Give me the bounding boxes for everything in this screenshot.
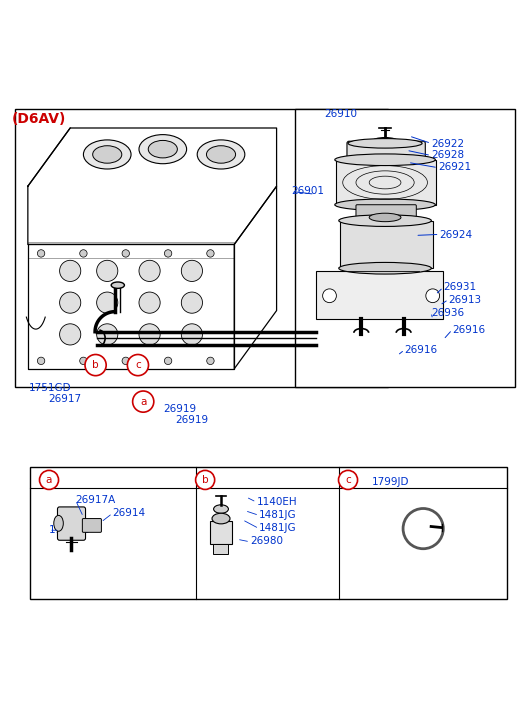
Circle shape bbox=[322, 289, 336, 302]
Ellipse shape bbox=[84, 140, 131, 169]
Text: 26910: 26910 bbox=[324, 109, 357, 119]
Ellipse shape bbox=[93, 145, 122, 163]
FancyBboxPatch shape bbox=[347, 141, 425, 161]
Text: 26922: 26922 bbox=[431, 139, 464, 148]
Ellipse shape bbox=[348, 139, 422, 148]
Text: a: a bbox=[140, 397, 146, 406]
Text: 1799JD: 1799JD bbox=[372, 477, 409, 487]
Ellipse shape bbox=[54, 515, 63, 531]
Text: b: b bbox=[92, 360, 99, 370]
FancyBboxPatch shape bbox=[317, 271, 443, 318]
Circle shape bbox=[181, 292, 203, 313]
Circle shape bbox=[181, 260, 203, 281]
Circle shape bbox=[338, 470, 358, 489]
Circle shape bbox=[39, 470, 59, 489]
FancyBboxPatch shape bbox=[213, 545, 228, 554]
Text: 1481JG: 1481JG bbox=[259, 523, 297, 534]
Circle shape bbox=[164, 249, 172, 257]
Circle shape bbox=[207, 357, 214, 364]
Circle shape bbox=[196, 470, 215, 489]
Circle shape bbox=[181, 324, 203, 345]
Ellipse shape bbox=[335, 199, 435, 211]
Circle shape bbox=[122, 357, 129, 364]
Circle shape bbox=[132, 391, 154, 412]
Ellipse shape bbox=[369, 213, 401, 222]
Ellipse shape bbox=[372, 137, 398, 145]
FancyBboxPatch shape bbox=[30, 467, 507, 599]
Text: 1751GD: 1751GD bbox=[49, 525, 92, 535]
Circle shape bbox=[139, 260, 160, 281]
Ellipse shape bbox=[335, 154, 435, 166]
Circle shape bbox=[97, 292, 118, 313]
Text: c: c bbox=[135, 360, 141, 370]
Text: 26980: 26980 bbox=[250, 537, 283, 547]
Circle shape bbox=[127, 355, 148, 376]
FancyBboxPatch shape bbox=[14, 110, 388, 387]
Text: b: b bbox=[202, 475, 209, 485]
Text: 1481JG: 1481JG bbox=[259, 510, 297, 520]
Ellipse shape bbox=[111, 282, 124, 289]
Text: 26921: 26921 bbox=[438, 162, 471, 172]
Circle shape bbox=[97, 260, 118, 281]
FancyBboxPatch shape bbox=[82, 518, 102, 532]
Circle shape bbox=[426, 289, 439, 302]
Ellipse shape bbox=[214, 505, 228, 513]
Text: 26924: 26924 bbox=[439, 230, 473, 239]
Text: 26914: 26914 bbox=[113, 508, 146, 518]
Text: 26917A: 26917A bbox=[76, 494, 116, 505]
FancyBboxPatch shape bbox=[356, 205, 417, 217]
Text: 26936: 26936 bbox=[431, 308, 464, 318]
Text: 26916: 26916 bbox=[452, 325, 485, 335]
Circle shape bbox=[60, 260, 81, 281]
Text: 1751GD: 1751GD bbox=[29, 383, 71, 393]
Circle shape bbox=[207, 249, 214, 257]
Text: c: c bbox=[345, 475, 351, 485]
Circle shape bbox=[139, 324, 160, 345]
Text: 26901: 26901 bbox=[292, 186, 325, 196]
Text: 26919: 26919 bbox=[175, 415, 208, 425]
Ellipse shape bbox=[148, 140, 177, 158]
Text: 26913: 26913 bbox=[448, 294, 481, 305]
Circle shape bbox=[139, 292, 160, 313]
FancyBboxPatch shape bbox=[336, 160, 436, 205]
Circle shape bbox=[122, 249, 129, 257]
Circle shape bbox=[80, 249, 87, 257]
Ellipse shape bbox=[339, 214, 431, 226]
FancyBboxPatch shape bbox=[57, 507, 86, 540]
FancyBboxPatch shape bbox=[295, 110, 515, 387]
Text: 1140EH: 1140EH bbox=[256, 497, 297, 507]
Circle shape bbox=[80, 357, 87, 364]
Ellipse shape bbox=[139, 134, 187, 164]
Text: 26928: 26928 bbox=[431, 150, 464, 160]
Circle shape bbox=[60, 324, 81, 345]
Circle shape bbox=[85, 355, 106, 376]
Text: 26931: 26931 bbox=[443, 283, 477, 292]
Ellipse shape bbox=[212, 513, 230, 524]
Ellipse shape bbox=[197, 140, 245, 169]
Text: 26917: 26917 bbox=[48, 394, 81, 404]
Circle shape bbox=[37, 249, 45, 257]
Ellipse shape bbox=[339, 262, 431, 274]
Circle shape bbox=[60, 292, 81, 313]
FancyBboxPatch shape bbox=[340, 220, 433, 268]
Text: 26919: 26919 bbox=[163, 404, 196, 414]
Circle shape bbox=[164, 357, 172, 364]
Text: 26916: 26916 bbox=[405, 345, 438, 355]
FancyBboxPatch shape bbox=[211, 521, 231, 545]
Circle shape bbox=[97, 324, 118, 345]
Text: a: a bbox=[46, 475, 52, 485]
Circle shape bbox=[37, 357, 45, 364]
Text: (D6AV): (D6AV) bbox=[12, 112, 66, 126]
Ellipse shape bbox=[206, 145, 236, 163]
